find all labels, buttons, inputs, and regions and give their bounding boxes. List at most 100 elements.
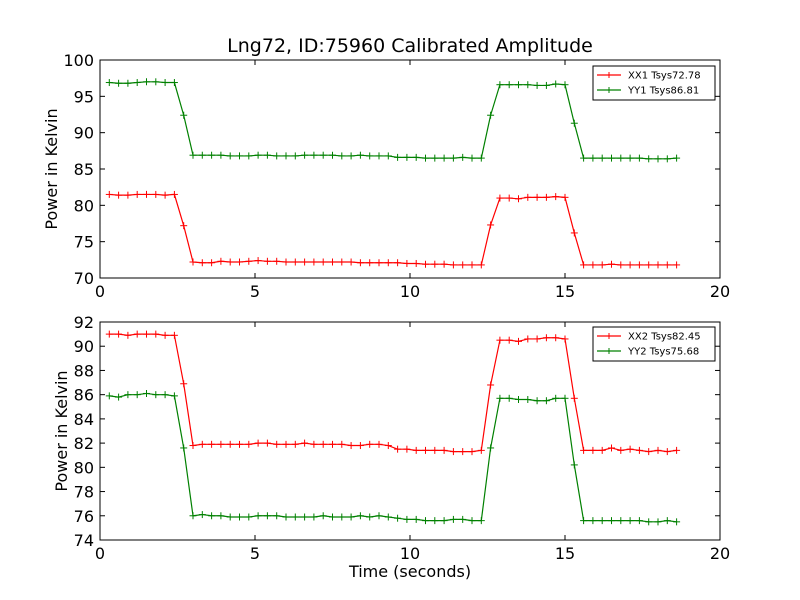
- data-point: [654, 261, 662, 269]
- data-point: [487, 221, 495, 229]
- y-tick-label: 70: [74, 269, 94, 288]
- data-point: [263, 439, 271, 447]
- data-point: [524, 396, 532, 404]
- data-point: [143, 190, 150, 198]
- data-point: [663, 261, 671, 269]
- data-point: [347, 258, 355, 266]
- data-point: [542, 334, 550, 342]
- legend: XX2 Tsys82.45 YY2 Tsys75.68: [592, 326, 716, 362]
- data-point: [580, 517, 588, 525]
- data-point: [552, 193, 560, 201]
- data-point: [608, 154, 615, 162]
- data-point: [105, 79, 113, 87]
- data-point: [217, 151, 225, 159]
- data-point: [505, 336, 513, 344]
- data-point: [598, 517, 606, 525]
- data-point: [663, 448, 671, 456]
- data-point: [245, 513, 253, 521]
- data-point: [133, 79, 141, 87]
- data-point: [180, 380, 188, 388]
- x-tick-label: 10: [400, 544, 420, 563]
- data-point: [236, 440, 243, 448]
- data-point: [143, 330, 150, 338]
- data-point: [198, 259, 206, 267]
- data-point: [143, 78, 150, 86]
- data-point: [422, 517, 429, 525]
- data-point: [152, 78, 160, 86]
- data-point: [496, 194, 504, 202]
- data-point: [291, 513, 299, 521]
- data-point: [226, 152, 234, 160]
- data-point: [626, 517, 634, 525]
- data-point: [552, 334, 560, 342]
- data-point: [329, 513, 336, 521]
- y-tick-label: 100: [63, 51, 94, 70]
- x-tick-label: 15: [555, 544, 575, 563]
- data-point: [542, 193, 550, 201]
- data-point: [310, 440, 318, 448]
- y-tick-label: 76: [74, 507, 94, 526]
- data-point: [468, 517, 476, 525]
- data-point: [366, 259, 374, 267]
- data-point: [459, 515, 467, 523]
- data-point: [589, 446, 597, 454]
- data-point: [524, 193, 532, 201]
- y-tick-label: 75: [74, 233, 94, 252]
- data-point: [115, 79, 123, 87]
- data-point: [412, 515, 420, 523]
- x-tick-label: 20: [710, 544, 730, 563]
- data-point: [561, 335, 569, 343]
- data-point: [524, 81, 532, 89]
- data-point: [431, 517, 439, 525]
- data-point: [645, 155, 653, 163]
- data-point: [254, 512, 262, 520]
- data-point: [403, 445, 411, 453]
- data-point: [468, 154, 476, 162]
- data-point: [431, 154, 439, 162]
- data-point: [459, 261, 467, 269]
- data-point: [608, 260, 615, 268]
- data-point: [124, 331, 132, 339]
- data-point: [105, 330, 113, 338]
- data-point: [319, 151, 327, 159]
- data-point: [561, 394, 569, 402]
- data-point: [356, 151, 364, 159]
- data-point: [161, 191, 169, 199]
- data-point: [161, 79, 169, 87]
- data-point: [440, 154, 448, 162]
- data-point: [273, 440, 281, 448]
- y-tick-label: 78: [74, 483, 94, 502]
- data-point: [542, 397, 550, 405]
- data-point: [198, 511, 206, 519]
- data-point: [375, 259, 383, 267]
- data-point: [347, 152, 355, 160]
- data-point: [487, 381, 495, 389]
- data-point: [477, 261, 485, 269]
- legend-box: [592, 326, 716, 362]
- data-point: [431, 260, 439, 268]
- data-point: [301, 258, 309, 266]
- data-point: [431, 446, 439, 454]
- data-point: [515, 396, 522, 404]
- data-point: [226, 258, 234, 266]
- x-tick-label: 10: [400, 282, 420, 301]
- bottom-subplot: 0 5 10 15 20 74 76 78 80 82 84 86 88 90 92 Power in Kel…: [52, 313, 730, 581]
- data-point: [505, 194, 513, 202]
- data-point: [440, 446, 448, 454]
- data-point: [589, 154, 597, 162]
- data-point: [505, 81, 513, 89]
- data-point: [338, 258, 346, 266]
- data-point: [208, 151, 216, 159]
- y-tick-label: 88: [74, 361, 94, 380]
- data-point: [152, 330, 160, 338]
- data-point: [487, 444, 495, 452]
- data-point: [635, 517, 643, 525]
- data-point: [394, 153, 402, 161]
- data-point: [515, 337, 522, 345]
- y-tick-label: 95: [74, 87, 94, 106]
- y-tick-label: 74: [74, 531, 94, 550]
- data-point: [459, 153, 467, 161]
- data-point: [124, 191, 132, 199]
- data-point: [208, 259, 216, 267]
- data-point: [598, 154, 606, 162]
